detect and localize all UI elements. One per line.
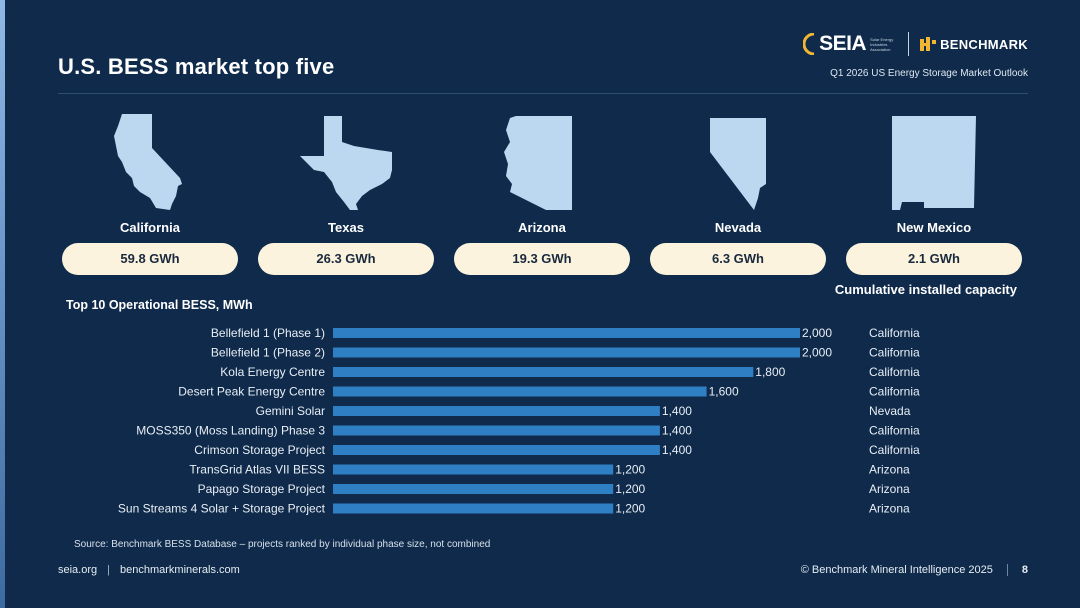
- state-name: California: [120, 220, 180, 235]
- state-name: Texas: [328, 220, 364, 235]
- bar-category-label: Crimson Storage Project: [194, 443, 325, 457]
- bar: [333, 484, 614, 494]
- state-capacity-badge: 19.3 GWh: [454, 243, 630, 275]
- footer-separator: |: [107, 564, 110, 576]
- bar: [333, 464, 614, 475]
- bar-category-label: Kola Energy Centre: [220, 365, 325, 379]
- seia-wordmark: SEIA: [819, 32, 867, 55]
- footer-divider: [1006, 564, 1008, 576]
- bar-value-label: 1,200: [615, 502, 645, 516]
- bar-location-label: California: [869, 346, 920, 360]
- bar: [333, 347, 800, 358]
- california-map-icon: [114, 114, 182, 210]
- state-capacity-badge: 2.1 GWh: [846, 243, 1022, 275]
- bar-value-label: 1,800: [755, 365, 785, 379]
- state-name: New Mexico: [896, 220, 972, 235]
- seia-site-link[interactable]: seia.org: [58, 564, 98, 576]
- new-mexico-map-icon: [892, 116, 976, 210]
- bar: [333, 425, 660, 436]
- capacity-caption: Cumulative installed capacity: [834, 282, 1017, 297]
- header-divider: [58, 93, 1028, 94]
- bar-category-label: MOSS350 (Moss Landing) Phase 3: [136, 424, 325, 438]
- bar-location-label: Arizona: [869, 502, 910, 516]
- bar-location-label: California: [869, 443, 920, 457]
- bar-value-label: 1,200: [615, 482, 645, 496]
- bar-location-label: California: [869, 385, 920, 399]
- bar-category-label: TransGrid Atlas VII BESS: [189, 463, 325, 477]
- bar: [333, 406, 660, 416]
- bar-category-label: Desert Peak Energy Centre: [178, 385, 325, 399]
- benchmark-logo: BENCHMARK: [919, 36, 1028, 52]
- bar-category-label: Bellefield 1 (Phase 2): [211, 346, 325, 360]
- bar-value-label: 2,000: [802, 326, 832, 340]
- bar-location-label: Nevada: [869, 404, 911, 418]
- bar-location-label: California: [869, 424, 920, 438]
- state-capacity-badge: 59.8 GWh: [62, 243, 238, 275]
- state-name: Arizona: [518, 220, 566, 235]
- state-card-california: California 59.8 GWh: [62, 112, 238, 275]
- bar-location-label: Arizona: [869, 463, 910, 477]
- bar-value-label: 1,200: [615, 463, 645, 477]
- benchmark-wordmark: BENCHMARK: [940, 36, 1028, 52]
- bar-value-label: 1,400: [662, 443, 692, 457]
- state-name: Nevada: [714, 220, 762, 235]
- seia-tagline: Solar Energy Industries Association: [870, 36, 894, 52]
- bar-value-label: 1,600: [709, 385, 739, 399]
- page-title: U.S. BESS market top five: [58, 54, 335, 79]
- bar-category-label: Gemini Solar: [256, 404, 325, 418]
- state-capacity-badge: 6.3 GWh: [650, 243, 826, 275]
- page-number: 8: [1021, 564, 1028, 576]
- state-card-texas: Texas 26.3 GWh: [258, 112, 434, 275]
- bar: [333, 328, 800, 338]
- logo-divider: [908, 32, 910, 56]
- chart-title: Top 10 Operational BESS, MWh: [66, 298, 253, 312]
- bar: [333, 503, 614, 514]
- seia-sun-icon: [803, 33, 815, 55]
- copyright: © Benchmark Mineral Intelligence 2025: [800, 564, 993, 576]
- bess-bar-chart: Bellefield 1 (Phase 1) 2,000 California Bel…: [118, 326, 920, 516]
- seia-logo: SEIA Solar Energy Industries Association: [803, 32, 898, 56]
- left-edge-accent: [0, 0, 5, 608]
- state-capacity-badge: 26.3 GWh: [258, 243, 434, 275]
- source-note: Source: Benchmark BESS Database – projec…: [74, 539, 491, 550]
- bar-category-label: Bellefield 1 (Phase 1): [211, 326, 325, 340]
- arizona-map-icon: [504, 116, 572, 210]
- state-card-new-mexico: New Mexico 2.1 GWh: [846, 112, 1022, 275]
- benchmark-mark-icon: [920, 37, 937, 51]
- nevada-map-icon: [710, 118, 766, 210]
- bar: [333, 445, 660, 455]
- texas-map-icon: [300, 116, 392, 210]
- state-card-nevada: Nevada 6.3 GWh: [650, 112, 826, 275]
- bar-category-label: Sun Streams 4 Solar + Storage Project: [118, 502, 326, 516]
- bar: [333, 367, 754, 377]
- bar-location-label: California: [869, 365, 920, 379]
- bar-location-label: Arizona: [869, 482, 910, 496]
- report-name: Q1 2026 US Energy Storage Market Outlook: [830, 68, 1028, 79]
- bar-location-label: California: [869, 326, 920, 340]
- footer-links: seia.org | benchmarkminerals.com: [58, 564, 240, 576]
- bar: [333, 386, 707, 397]
- bar-category-label: Papago Storage Project: [198, 482, 326, 496]
- state-card-arizona: Arizona 19.3 GWh: [454, 112, 630, 275]
- footer-right: © Benchmark Mineral Intelligence 2025 8: [801, 564, 1028, 576]
- bar-value-label: 1,400: [662, 404, 692, 418]
- logo-group: SEIA Solar Energy Industries Association…: [803, 32, 1028, 56]
- bar-value-label: 2,000: [802, 346, 832, 360]
- bar-value-label: 1,400: [662, 424, 692, 438]
- benchmark-site-link[interactable]: benchmarkminerals.com: [120, 564, 240, 576]
